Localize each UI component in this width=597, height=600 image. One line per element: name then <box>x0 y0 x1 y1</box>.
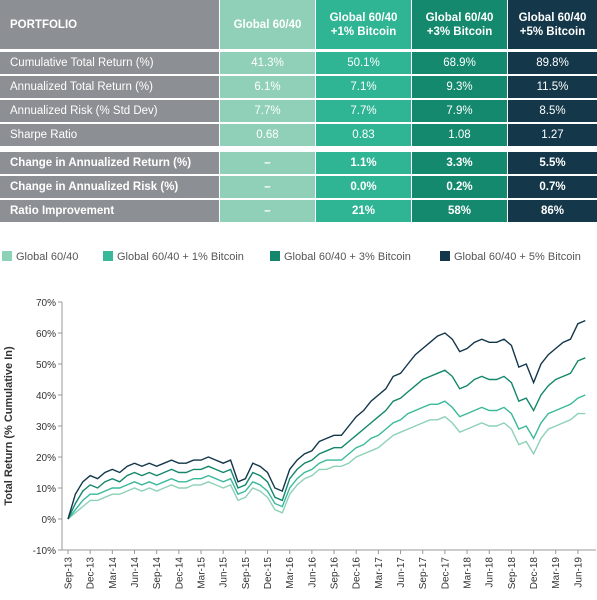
x-tick-label: Mar-18 <box>463 557 474 589</box>
table-cell: Change in Annualized Risk (%) <box>0 176 219 198</box>
header-cell: Global 60/40 +1% Bitcoin <box>316 0 411 49</box>
table-cell: 6.1% <box>220 76 315 98</box>
line-series <box>67 394 586 520</box>
x-tick-label: Dec-18 <box>529 557 540 590</box>
legend-swatch <box>440 251 450 261</box>
table-cell: – <box>220 176 315 198</box>
legend-swatch <box>2 251 12 261</box>
x-tick-label: Dec-16 <box>352 557 363 590</box>
table-cell: 0.0% <box>316 176 411 198</box>
x-tick-label: Dec-13 <box>86 557 97 590</box>
x-tick-label: Sep-14 <box>152 557 163 590</box>
table-cell: 9.3% <box>412 76 507 98</box>
table-cell: 68.9% <box>412 52 507 74</box>
x-tick-label: Jun-14 <box>130 557 141 588</box>
y-tick-label: 10% <box>36 484 56 495</box>
x-tick-label: Sep-18 <box>507 557 518 590</box>
header-cell: Global 60/40 +5% Bitcoin <box>508 0 597 49</box>
line-series <box>67 319 586 520</box>
x-tick-label: Jun-18 <box>485 557 496 588</box>
x-tick-label: Mar-16 <box>285 557 296 589</box>
table-cell: 7.7% <box>220 100 315 122</box>
table-cell: 11.5% <box>508 76 597 98</box>
table-cell: – <box>220 152 315 174</box>
x-tick-label: Mar-14 <box>108 557 119 589</box>
legend-label: Global 60/40 + 5% Bitcoin <box>454 251 581 263</box>
legend-swatch <box>270 251 280 261</box>
x-tick-label: Sep-15 <box>241 557 252 590</box>
x-tick-label: Jun-15 <box>219 557 230 588</box>
x-tick-label: Sep-16 <box>330 557 341 590</box>
x-tick-label: Mar-15 <box>197 557 208 589</box>
x-tick-label: Jun-17 <box>396 557 407 588</box>
x-tick-label: Sep-13 <box>64 557 75 590</box>
table-cell: Annualized Risk (% Std Dev) <box>0 100 219 122</box>
y-tick-label: 30% <box>36 422 56 433</box>
table-cell: – <box>220 200 315 222</box>
table-cell: 1.27 <box>508 124 597 146</box>
y-tick-label: -10% <box>33 546 56 557</box>
table-cell: 3.3% <box>412 152 507 174</box>
legend-label: Global 60/40 + 1% Bitcoin <box>117 251 244 263</box>
y-tick-label: 0% <box>42 515 57 526</box>
table-cell: 0.7% <box>508 176 597 198</box>
table-cell: 41.3% <box>220 52 315 74</box>
table-cell: Cumulative Total Return (%) <box>0 52 219 74</box>
y-axis-label: Total Return (% Cumulative In) <box>3 346 15 506</box>
x-tick-label: Jun-19 <box>573 557 584 588</box>
x-tick-label: Dec-15 <box>263 557 274 590</box>
header-cell: PORTFOLIO <box>0 0 219 49</box>
table-cell: 7.9% <box>412 100 507 122</box>
header-cell: Global 60/40 <box>220 0 315 49</box>
legend-label: Global 60/40 + 3% Bitcoin <box>284 251 411 263</box>
table-cell: Annualized Total Return (%) <box>0 76 219 98</box>
table-cell: 5.5% <box>508 152 597 174</box>
x-tick-label: Sep-17 <box>418 557 429 590</box>
table-cell: Change in Annualized Return (%) <box>0 152 219 174</box>
x-tick-label: Dec-17 <box>440 557 451 590</box>
y-tick-label: 20% <box>36 453 56 464</box>
legend-label: Global 60/40 <box>16 251 78 263</box>
x-tick-label: Dec-14 <box>174 557 185 590</box>
y-tick-label: 40% <box>36 391 56 402</box>
table-cell: 50.1% <box>316 52 411 74</box>
table-cell: 86% <box>508 200 597 222</box>
line-series <box>67 412 586 520</box>
table-cell: 7.7% <box>316 100 411 122</box>
table-cell: 0.83 <box>316 124 411 146</box>
y-tick-label: 60% <box>36 329 56 340</box>
line-series <box>67 357 586 520</box>
table-cell: 0.2% <box>412 176 507 198</box>
table-cell: 89.8% <box>508 52 597 74</box>
table-cell: 8.5% <box>508 100 597 122</box>
table-cell: Ratio Improvement <box>0 200 219 222</box>
table-cell: Sharpe Ratio <box>0 124 219 146</box>
table-cell: 7.1% <box>316 76 411 98</box>
table-cell: 58% <box>412 200 507 222</box>
table-cell: 21% <box>316 200 411 222</box>
table-cell: 1.08 <box>412 124 507 146</box>
y-tick-label: 50% <box>36 360 56 371</box>
x-tick-label: Jun-16 <box>307 557 318 588</box>
y-tick-label: 70% <box>36 298 56 309</box>
x-tick-label: Mar-17 <box>374 557 385 589</box>
table-cell: 1.1% <box>316 152 411 174</box>
table-cell: 0.68 <box>220 124 315 146</box>
header-cell: Global 60/40 +3% Bitcoin <box>412 0 507 49</box>
legend-swatch <box>103 251 113 261</box>
x-tick-label: Mar-19 <box>551 557 562 589</box>
